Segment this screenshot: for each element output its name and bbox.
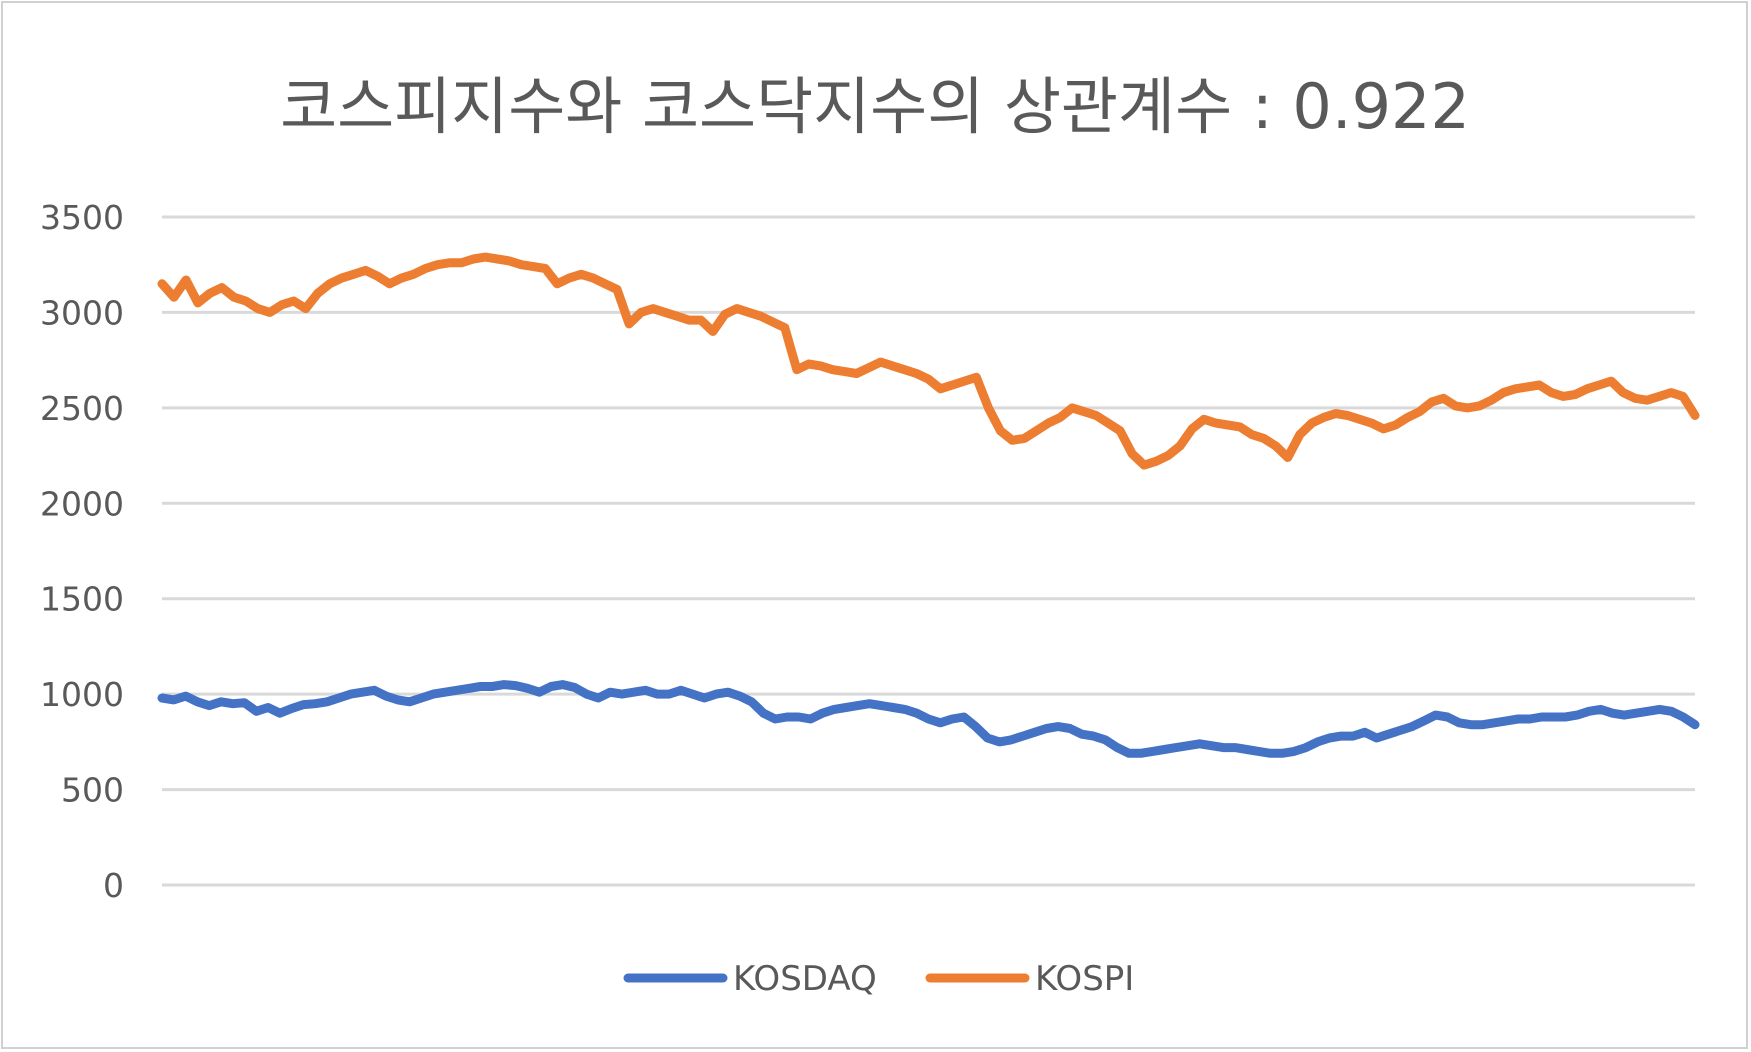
- y-tick-label: 1500: [40, 580, 124, 619]
- y-tick-label: 3500: [40, 198, 124, 237]
- series-layer: [157, 252, 1700, 758]
- y-tick-label: 500: [61, 771, 124, 810]
- chart-title: 코스피지수와 코스닥지수의 상관계수 : 0.922: [280, 70, 1470, 143]
- grid-layer: [162, 215, 1695, 887]
- y-tick-label: 2500: [40, 389, 124, 428]
- legend: KOSDAQ KOSPI: [623, 959, 1134, 999]
- y-tick-label: 2000: [40, 484, 124, 523]
- y-tick-label: 3000: [40, 293, 124, 332]
- series-line-kosdaq: [157, 680, 1700, 758]
- legend-label-kosdaq: KOSDAQ: [733, 959, 877, 999]
- y-tick-label: 1000: [40, 675, 124, 714]
- legend-label-kospi: KOSPI: [1035, 959, 1134, 999]
- series-line-kospi: [157, 252, 1700, 470]
- y-tick-label: 0: [103, 866, 124, 905]
- y-axis-ticks: 0 500 1000 1500 2000 2500 3000 3500: [40, 198, 124, 905]
